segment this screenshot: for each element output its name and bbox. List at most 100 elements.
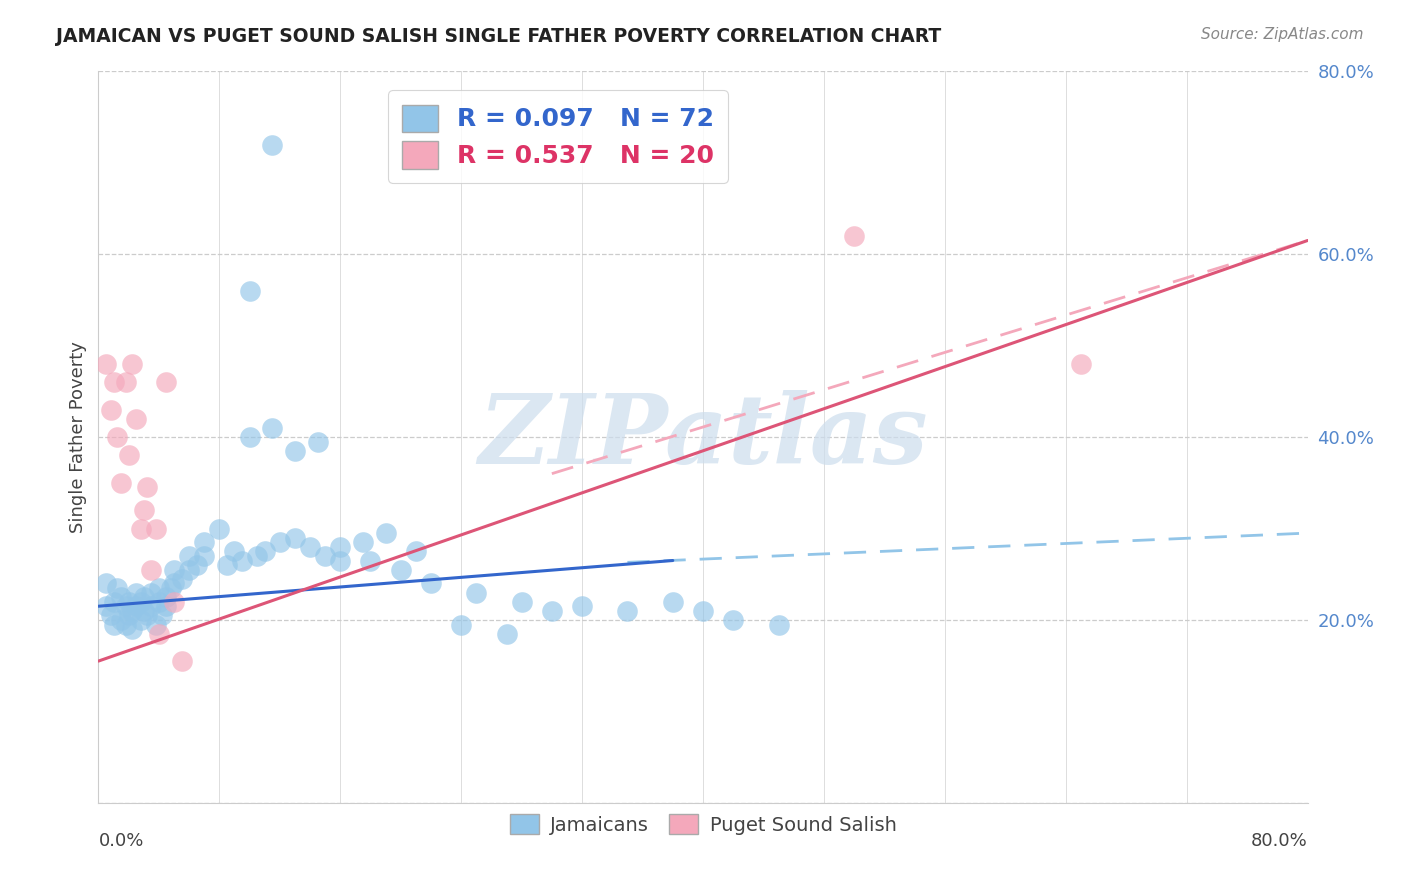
Point [118, 594, 141, 608]
Point [103, 617, 125, 632]
Point [284, 531, 307, 545]
Point [155, 590, 177, 604]
Point [145, 617, 167, 632]
Point [110, 590, 132, 604]
Point [389, 563, 412, 577]
Point [94, 576, 117, 591]
Point [193, 535, 215, 549]
Point [215, 558, 238, 573]
Point [284, 443, 307, 458]
Point [170, 572, 193, 586]
Text: 0.0%: 0.0% [98, 832, 143, 850]
Point [125, 599, 148, 614]
Point [329, 540, 352, 554]
Point [103, 594, 125, 608]
Point [105, 430, 128, 444]
Point [465, 585, 488, 599]
Text: JAMAICAN VS PUGET SOUND SALISH SINGLE FATHER POVERTY CORRELATION CHART: JAMAICAN VS PUGET SOUND SALISH SINGLE FA… [56, 27, 942, 45]
Text: ZIPatlas: ZIPatlas [478, 390, 928, 484]
Point [148, 626, 170, 640]
Point [495, 626, 517, 640]
Point [269, 535, 291, 549]
Point [571, 599, 593, 614]
Point [179, 563, 201, 577]
Point [110, 475, 132, 490]
Point [420, 576, 443, 591]
Point [661, 594, 683, 608]
Point [299, 540, 322, 554]
Point [692, 604, 714, 618]
Point [307, 434, 329, 449]
Point [360, 553, 382, 567]
Point [170, 654, 193, 668]
Point [616, 604, 638, 618]
Point [186, 558, 208, 573]
Legend: Jamaicans, Puget Sound Salish: Jamaicans, Puget Sound Salish [501, 805, 905, 845]
Point [135, 480, 157, 494]
Point [163, 594, 186, 608]
Point [94, 599, 117, 614]
Point [141, 585, 163, 599]
Point [121, 604, 143, 618]
Point [132, 604, 155, 618]
Point [105, 581, 128, 595]
Point [239, 284, 262, 298]
Point [374, 526, 396, 541]
Point [145, 521, 167, 535]
Point [155, 599, 177, 614]
Point [129, 521, 152, 535]
Point [179, 549, 201, 563]
Point [329, 553, 352, 567]
Point [510, 594, 533, 608]
Point [262, 137, 284, 152]
Point [163, 563, 186, 577]
Point [723, 613, 745, 627]
Point [150, 608, 173, 623]
Point [118, 608, 141, 623]
Point [450, 617, 472, 632]
Point [118, 448, 141, 462]
Point [148, 594, 170, 608]
Point [231, 553, 253, 567]
Text: Source: ZipAtlas.com: Source: ZipAtlas.com [1201, 27, 1364, 42]
Point [132, 503, 155, 517]
Point [1070, 357, 1092, 371]
Point [224, 544, 246, 558]
Point [114, 599, 136, 614]
Point [163, 576, 186, 591]
Point [114, 375, 136, 389]
Point [132, 590, 155, 604]
Point [262, 421, 284, 435]
Point [844, 229, 866, 244]
Point [540, 604, 562, 618]
Point [129, 613, 152, 627]
Point [103, 375, 125, 389]
Y-axis label: Single Father Poverty: Single Father Poverty [69, 341, 87, 533]
Point [314, 549, 336, 563]
Point [100, 402, 122, 417]
Point [110, 613, 132, 627]
Point [121, 357, 143, 371]
Point [155, 375, 177, 389]
Point [160, 581, 183, 595]
Point [125, 412, 148, 426]
Point [246, 549, 269, 563]
Point [135, 608, 157, 623]
Point [94, 357, 117, 371]
Point [121, 622, 143, 636]
Point [352, 535, 374, 549]
Point [141, 563, 163, 577]
Point [193, 549, 215, 563]
Point [114, 617, 136, 632]
Point [405, 544, 427, 558]
Point [239, 430, 262, 444]
Point [208, 521, 231, 535]
Point [148, 581, 170, 595]
Point [125, 585, 148, 599]
Point [141, 599, 163, 614]
Text: 80.0%: 80.0% [1251, 832, 1308, 850]
Point [768, 617, 790, 632]
Point [253, 544, 276, 558]
Point [129, 594, 152, 608]
Point [100, 608, 122, 623]
